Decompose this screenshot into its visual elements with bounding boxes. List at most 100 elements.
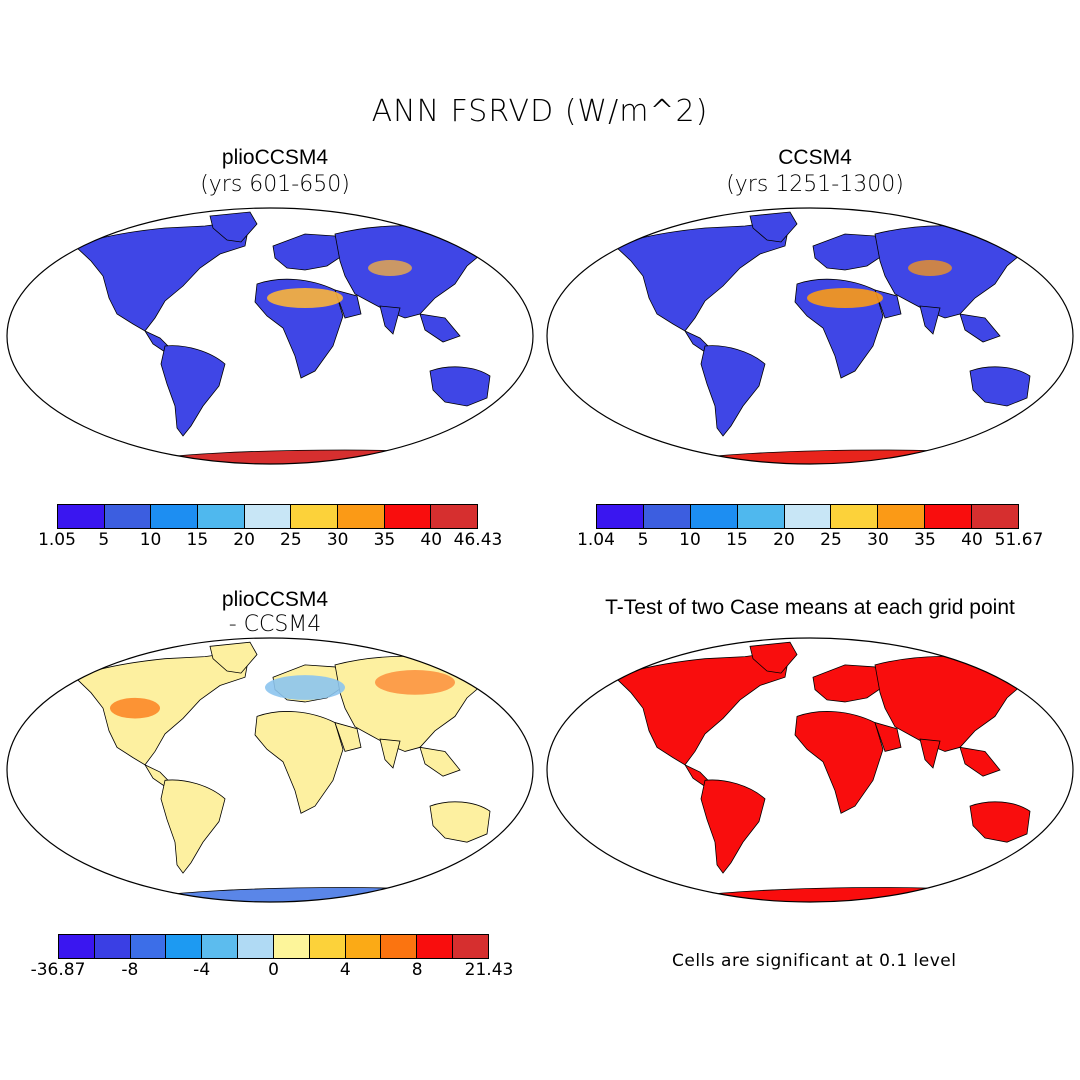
cb2-swatch-7: [925, 505, 973, 528]
cb3-swatch-6: [273, 935, 310, 958]
cb2-tick-label-1: 5: [637, 530, 649, 550]
panel3-map-asia-anomaly: [375, 670, 455, 695]
panel3-map-europe-anomaly: [265, 675, 345, 700]
cb3-swatch-3: [166, 935, 203, 958]
panel2-map-australia: [969, 366, 1031, 407]
panel4-map-australia: [969, 801, 1031, 843]
cb1-tick-label-9: 46.43: [453, 530, 503, 550]
cb2-tick-label-8: 40: [961, 530, 983, 550]
panel2-map: [546, 207, 1074, 465]
cb1-tick-label-1: 5: [98, 530, 110, 550]
panel4-title: T-Test of two Case means at each grid po…: [605, 596, 1015, 619]
cb3-swatch-9: [381, 935, 418, 958]
cb2-swatch-6: [878, 505, 926, 528]
cb2-tick-label-6: 30: [867, 530, 889, 550]
panel1-map-land-group: [74, 211, 491, 464]
cb1-tick-label-0: 1.05: [38, 530, 76, 550]
cb1-tick-label-7: 35: [373, 530, 396, 550]
cb3-tick-label-2: -4: [193, 960, 211, 980]
panel2-map-india: [919, 305, 941, 335]
cb1-tick-label-8: 40: [420, 530, 443, 550]
panel1-map-southAmerica: [160, 345, 226, 437]
panel1-map-europe: [272, 233, 346, 271]
cb2-swatch-3: [737, 505, 785, 528]
panel3-subtitle: - CCSM4: [228, 612, 322, 637]
panel2-map-frame: [546, 207, 1074, 465]
panel3-map-arabia: [334, 721, 362, 752]
panel2-map-seAsia: [959, 313, 1001, 343]
panel3-map-greenland: [209, 641, 258, 674]
colorbar-panel2: [596, 504, 1019, 529]
cb2-swatch-5: [831, 505, 879, 528]
cb2-tick-label-3: 15: [726, 530, 748, 550]
panel2-map-southAmerica: [700, 345, 766, 437]
cb1-swatch-7: [384, 505, 432, 528]
cb3-swatch-8: [345, 935, 382, 958]
panel1-map: [6, 207, 534, 465]
panel3-map: [6, 637, 534, 903]
cb1-swatch-3: [198, 505, 245, 528]
cb3-swatch-0: [59, 935, 95, 958]
panel2-title: CCSM4: [778, 146, 852, 169]
cb2-swatch-1: [643, 505, 691, 528]
panel1-map-seAsia: [419, 313, 461, 343]
cb3-tick-label-4: 4: [339, 960, 351, 980]
cb2-swatch-4: [784, 505, 832, 528]
panel1-map-australia: [429, 366, 491, 407]
panel2-map-land-group: [614, 211, 1031, 464]
cb2-tick-label-5: 25: [820, 530, 842, 550]
panel1-map-india: [379, 305, 401, 335]
panel3-map-frame: [6, 637, 534, 903]
cb1-swatch-1: [104, 505, 152, 528]
cb3-swatch-7: [309, 935, 346, 958]
panel1-title: plioCCSM4: [221, 146, 329, 169]
panel1-map-sahara-highlight: [267, 288, 343, 308]
cb2-tick-label-2: 10: [679, 530, 701, 550]
cb2-tick-label-7: 35: [914, 530, 936, 550]
panel3-map-africa: [254, 711, 344, 814]
cb3-swatch-4: [202, 935, 239, 958]
cb3-swatch-1: [94, 935, 131, 958]
panel4-map-greenland: [749, 641, 798, 674]
cb2-swatch-2: [690, 505, 738, 528]
panel3-title: plioCCSM4: [221, 588, 329, 611]
panel4-map-europe: [812, 664, 886, 703]
panel4-map-land-group: [614, 641, 1031, 902]
panel1-map-frame: [6, 207, 534, 465]
cb1-tick-label-5: 25: [280, 530, 302, 550]
panel3-map-india: [379, 738, 401, 769]
cb1-swatch-0: [58, 505, 105, 528]
significance-note: Cells are significant at 0.1 level: [672, 951, 957, 971]
panel3-map-southAmerica: [160, 779, 226, 874]
cb3-swatch-10: [417, 935, 454, 958]
panel3-map-australia: [429, 801, 491, 843]
panel4-map: [546, 637, 1074, 903]
panel1-map-greenland: [209, 211, 258, 243]
panel4-map-southAmerica: [700, 779, 766, 874]
panel4-map-seAsia: [959, 746, 1001, 777]
panel2-map-europe: [812, 233, 886, 271]
panel2-map-greenland: [749, 211, 798, 243]
panel4-map-frame: [546, 637, 1074, 903]
cb3-swatch-2: [130, 935, 167, 958]
figure-title: ANN FSRVD (W/m^2): [371, 94, 709, 129]
panel3-map-seAsia: [419, 746, 461, 777]
panel3-map-land-group: [74, 641, 491, 902]
cb1-tick-label-4: 20: [233, 530, 255, 550]
cb2-tick-label-9: 51.67: [994, 530, 1044, 550]
cb2-tick-label-4: 20: [773, 530, 795, 550]
panel4-map-arabia: [874, 721, 902, 752]
panel4-map-africa: [794, 711, 884, 814]
cb3-tick-label-5: 8: [411, 960, 423, 980]
cb3-swatch-5: [238, 935, 274, 958]
cb1-swatch-2: [151, 505, 199, 528]
panel3-map-namerica-anomaly: [110, 697, 160, 719]
cb1-swatch-4: [244, 505, 292, 528]
cb1-swatch-5: [291, 505, 339, 528]
cb3-tick-label-1: -8: [121, 960, 139, 980]
panel2-map-sahara-highlight: [807, 288, 883, 308]
cb2-swatch-8: [972, 505, 1019, 528]
cb3-swatch-11: [453, 935, 488, 958]
cb1-swatch-6: [338, 505, 385, 528]
cb3-tick-label-0: -36.87: [30, 960, 86, 980]
